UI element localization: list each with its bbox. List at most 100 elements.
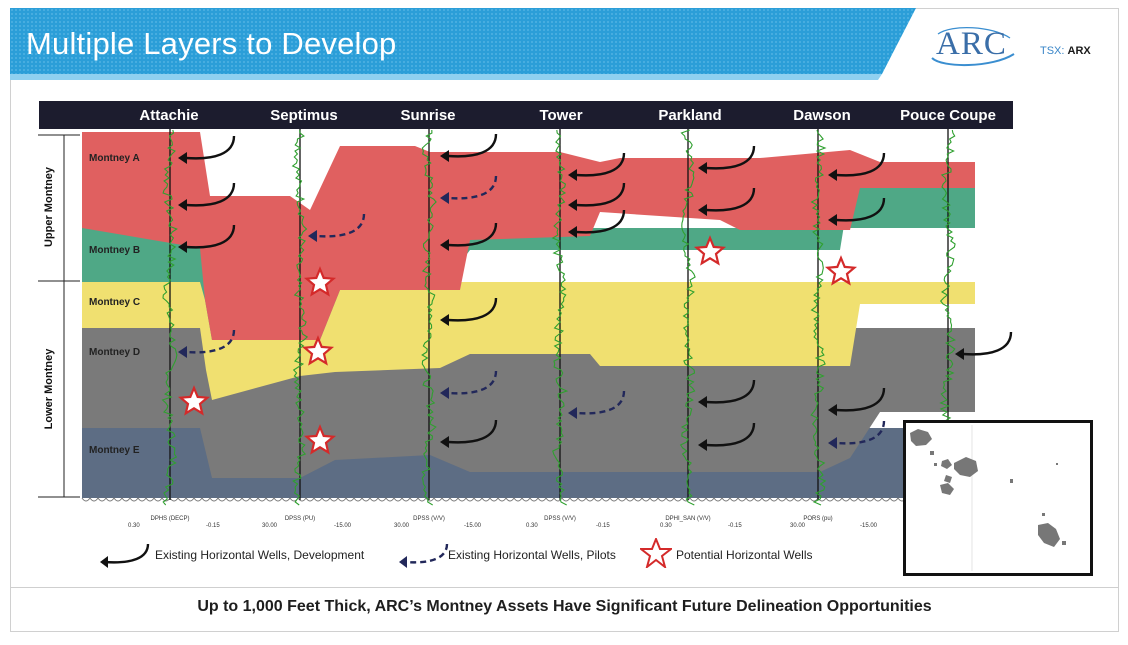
well-name-dawson: Dawson [793, 107, 851, 124]
log-trace-3 [421, 129, 437, 506]
arc-logo: ARC [936, 26, 1007, 62]
development-arrow-11-head [698, 162, 707, 174]
development-arrow-14-head [698, 439, 707, 451]
legend-pilot-label: Existing Horizontal Wells, Pilots [448, 548, 616, 562]
pilot-arrow-6-head [828, 437, 837, 449]
development-arrow-6-head [440, 314, 449, 326]
development-arrow-4 [447, 133, 498, 158]
track-scale-min-4: 0.30 [526, 523, 538, 529]
layer-label-e: Montney E [89, 445, 140, 456]
development-arrow-17 [835, 387, 886, 412]
development-arrow-8 [575, 152, 626, 177]
pilot-arrow-1-head [178, 346, 187, 358]
ticker-label: TSX: ARX [1040, 45, 1091, 57]
pilot-arrows [178, 175, 886, 449]
track-scale-min-5: 0.30 [660, 523, 672, 529]
track-scale-max-5: -0.15 [728, 523, 742, 529]
development-arrow-5 [447, 222, 498, 247]
layer-montney-a [82, 132, 975, 340]
legend-potential-label: Potential Horizontal Wells [676, 548, 813, 562]
development-arrow-3-head [178, 241, 187, 253]
track-label-3: DPSS (V/V) [413, 516, 445, 522]
track-scale-max-1: -0.15 [206, 523, 220, 529]
development-arrows [178, 133, 1013, 451]
development-arrow-18-head [955, 348, 964, 360]
track-scale-min-2: 30.00 [262, 523, 278, 529]
potential-star-3 [177, 385, 211, 416]
pilot-arrow-2 [315, 213, 366, 238]
legend-pilot-arrow-icon [399, 543, 449, 568]
development-arrow-18 [962, 331, 1013, 356]
layer-label-d: Montney D [89, 347, 141, 358]
layer-label-c: Montney C [89, 297, 141, 308]
development-arrow-12 [705, 187, 756, 212]
development-arrow-12-head [698, 204, 707, 216]
legend-development-label: Existing Horizontal Wells, Development [155, 548, 365, 562]
development-arrow-10-head [568, 226, 577, 238]
development-arrow-16-head [828, 214, 837, 226]
development-arrow-3 [185, 224, 236, 249]
track-scale-max-3: -15.00 [464, 523, 482, 529]
pilot-arrow-3 [447, 175, 498, 200]
development-arrow-13 [705, 379, 756, 404]
layer-label-b: Montney B [89, 245, 141, 256]
potential-stars [177, 235, 858, 455]
development-arrow-13-head [698, 396, 707, 408]
pilot-arrow-5 [575, 390, 626, 415]
potential-star-4 [303, 424, 337, 455]
well-header-bar [39, 101, 1013, 129]
development-arrow-2-head [178, 199, 187, 211]
well-name-tower: Tower [539, 107, 583, 124]
track-scale-min-3: 30.00 [394, 523, 410, 529]
potential-star-2 [301, 335, 335, 366]
track-scale-min-1: 0.30 [128, 523, 140, 529]
development-arrow-9 [575, 182, 626, 207]
title-banner [10, 8, 916, 80]
development-arrow-2 [185, 182, 236, 207]
log-trace-5 [679, 129, 696, 506]
track-scale-max-4: -0.15 [596, 523, 610, 529]
footer-divider [10, 587, 1119, 588]
development-arrow-11 [705, 145, 756, 170]
well-name-pouce-coupe: Pouce Coupe [900, 107, 996, 124]
footer-headline: Up to 1,000 Feet Thick, ARC’s Montney As… [197, 598, 932, 615]
well-name-sunrise: Sunrise [400, 107, 456, 124]
track-label-6: PORS (pu) [803, 516, 833, 522]
development-arrow-15-head [828, 169, 837, 181]
development-arrow-7 [447, 419, 498, 444]
track-label-5: DPHI_SAN (V/V) [665, 516, 711, 522]
track-scale-max-6: -15.00 [860, 523, 878, 529]
well-name-parkland: Parkland [658, 107, 722, 124]
development-arrow-1 [185, 135, 236, 160]
pilot-arrow-6 [835, 420, 886, 445]
development-arrow-10 [575, 209, 626, 234]
track-label-1: DPHS (DECP) [150, 516, 190, 522]
log-trace-4 [551, 129, 569, 506]
development-arrow-15 [835, 152, 886, 177]
pilot-arrow-1 [185, 329, 236, 354]
pilot-arrow-5-head [568, 407, 577, 419]
arc-logo-swoosh-icon [931, 26, 1015, 66]
legend-development-arrow-icon [100, 543, 150, 568]
development-arrow-16 [835, 197, 886, 222]
legend-star-icon [640, 538, 672, 568]
zone-label-lower: Lower Montney [43, 348, 55, 430]
development-arrow-6 [447, 297, 498, 322]
map-icon [910, 425, 1066, 571]
zone-bracket [38, 134, 80, 498]
pilot-arrow-2-head [308, 230, 317, 242]
development-arrow-8-head [568, 169, 577, 181]
potential-star-5 [693, 235, 727, 266]
track-label-2: DPSS (PU) [284, 516, 316, 522]
log-trace-6 [810, 129, 827, 506]
development-arrow-4-head [440, 150, 449, 162]
location-map-inset [903, 420, 1093, 576]
section-base-line [81, 497, 907, 502]
development-arrow-9-head [568, 199, 577, 211]
pilot-arrow-4 [447, 370, 498, 395]
potential-star-1 [303, 266, 337, 297]
well-name-attachie: Attachie [139, 107, 199, 124]
pilot-arrow-3-head [440, 192, 449, 204]
pilot-arrow-4-head [440, 387, 449, 399]
